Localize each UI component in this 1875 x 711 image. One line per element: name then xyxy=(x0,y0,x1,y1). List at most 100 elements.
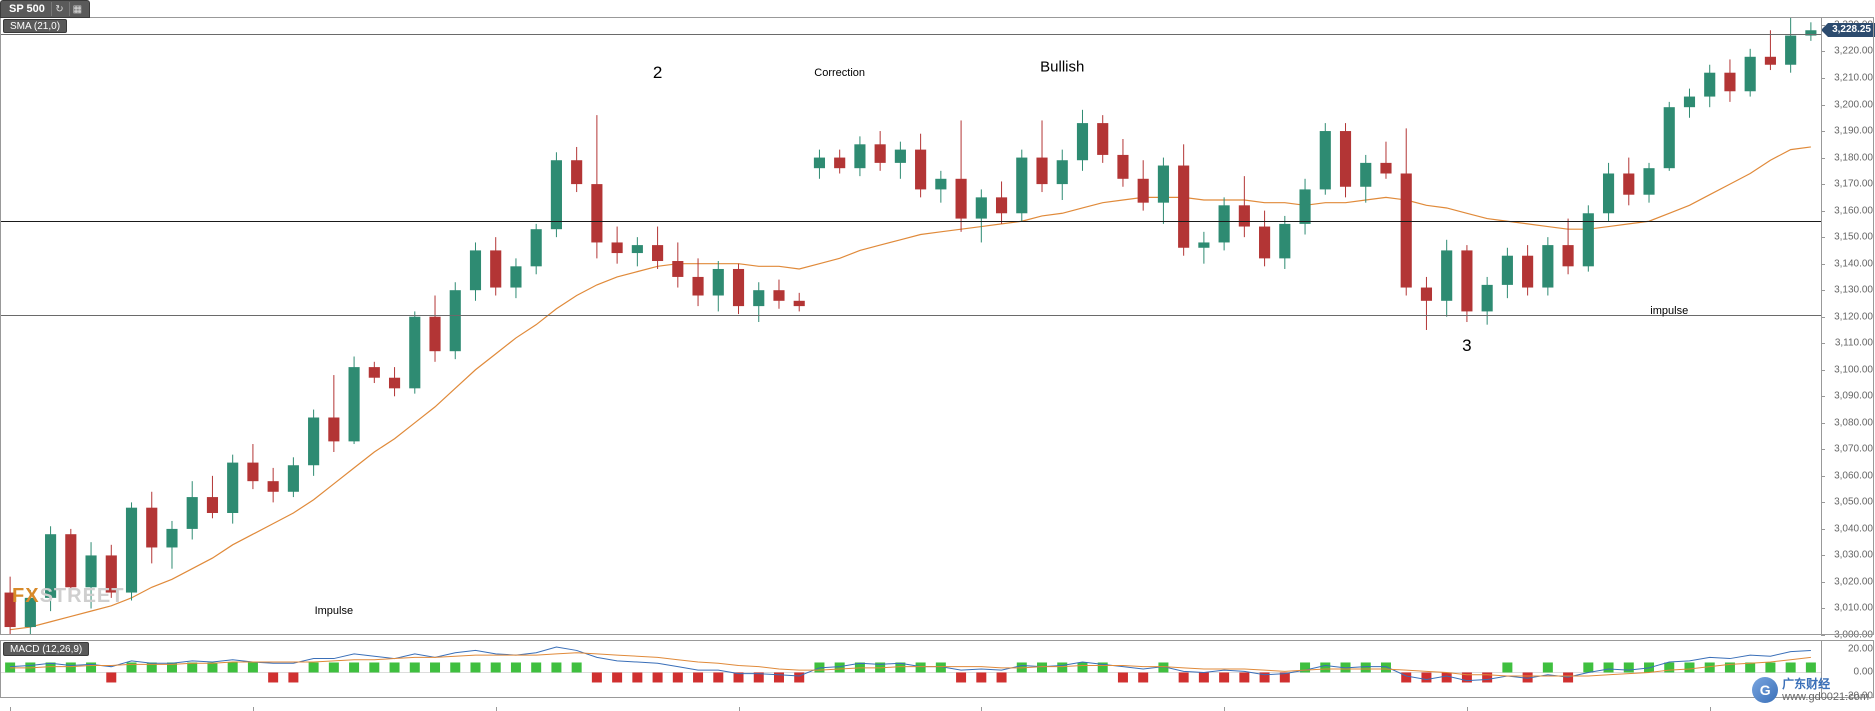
macd-hist-bar xyxy=(835,662,845,672)
candle xyxy=(632,237,643,266)
annotation-2: Bullish xyxy=(1040,59,1084,76)
candle xyxy=(956,120,967,231)
macd-hist-bar xyxy=(916,662,926,672)
price-axis-label: 3,080.00 xyxy=(1834,417,1873,428)
candle xyxy=(288,457,299,497)
horizontal-line-2[interactable] xyxy=(0,315,1821,316)
candle xyxy=(1643,163,1654,203)
macd-hist-bar xyxy=(693,672,703,682)
candle xyxy=(1259,211,1270,267)
price-axis-label: 3,140.00 xyxy=(1834,258,1873,269)
macd-hist-bar xyxy=(288,672,298,682)
price-axis-label: 3,060.00 xyxy=(1834,470,1873,481)
candle xyxy=(1178,144,1189,255)
macd-indicator-badge[interactable]: MACD (12,26,9) xyxy=(3,642,89,656)
macd-hist-bar xyxy=(329,662,339,672)
price-axis-label: 3,070.00 xyxy=(1834,444,1873,455)
source-logo-icon: G xyxy=(1752,677,1778,703)
candle xyxy=(531,224,542,274)
macd-hist-bar xyxy=(713,672,723,682)
price-axis-tick xyxy=(1821,635,1825,636)
macd-hist-bar xyxy=(268,672,278,682)
macd-hist-bar xyxy=(248,662,258,672)
candle xyxy=(1684,89,1695,118)
price-axis-label: 3,150.00 xyxy=(1834,232,1873,243)
candle xyxy=(1704,65,1715,107)
macd-axis-label: 20.00 xyxy=(1848,644,1873,655)
macd-hist-bar xyxy=(774,672,784,682)
candle xyxy=(1542,237,1553,295)
macd-hist-bar xyxy=(207,662,217,672)
candle xyxy=(470,242,481,300)
candle xyxy=(1563,219,1574,275)
candle xyxy=(1522,245,1533,295)
candle xyxy=(834,150,845,174)
macd-hist-bar xyxy=(1745,662,1755,672)
candle xyxy=(450,282,461,359)
macd-hist-bar xyxy=(1421,672,1431,682)
price-axis-label: 3,120.00 xyxy=(1834,311,1873,322)
price-axis-label: 3,110.00 xyxy=(1835,338,1873,349)
candle xyxy=(510,258,521,298)
macd-hist-bar xyxy=(1077,662,1087,672)
macd-hist-bar xyxy=(572,662,582,672)
candle xyxy=(1461,245,1472,322)
macd-hist-bar xyxy=(309,662,319,672)
candle xyxy=(733,264,744,314)
candle xyxy=(1603,163,1614,221)
annotation-4: impulse xyxy=(1650,305,1688,317)
candle xyxy=(875,131,886,171)
macd-hist-bar xyxy=(653,672,663,682)
price-axis-label: 3,040.00 xyxy=(1834,523,1873,534)
macd-hist-bar xyxy=(673,672,683,682)
candle xyxy=(672,242,683,287)
annotation-5: Impulse xyxy=(315,605,354,617)
candle xyxy=(1421,277,1432,330)
macd-hist-bar xyxy=(1502,662,1512,672)
macd-hist-bar xyxy=(1583,662,1593,672)
macd-hist-bar xyxy=(1765,662,1775,672)
macd-hist-bar xyxy=(430,662,440,672)
time-axis-tick xyxy=(1224,707,1225,711)
candle xyxy=(1745,49,1756,97)
candle xyxy=(996,181,1007,223)
macd-hist-bar xyxy=(1786,662,1796,672)
chart-toolbar: SP 500↻▦ xyxy=(0,0,90,18)
candle xyxy=(692,258,703,306)
candle xyxy=(1401,128,1412,295)
candle xyxy=(713,261,724,311)
macd-hist-bar xyxy=(511,662,521,672)
horizontal-line-1[interactable] xyxy=(0,221,1821,222)
candle xyxy=(187,481,198,539)
macd-hist-bar xyxy=(1179,672,1189,682)
annotation-3: 3 xyxy=(1462,336,1471,356)
candle xyxy=(1279,216,1290,269)
source-label: 广东财经www.gd0021.com xyxy=(1782,678,1869,703)
time-axis-tick xyxy=(1467,707,1468,711)
macd-hist-bar xyxy=(349,662,359,672)
macd-hist-bar xyxy=(1482,672,1492,682)
annotation-0: 2 xyxy=(653,63,662,83)
candle xyxy=(1057,150,1068,200)
macd-hist-bar xyxy=(1057,662,1067,672)
horizontal-line-0[interactable] xyxy=(0,34,1821,35)
price-axis-label: 3,190.00 xyxy=(1834,126,1873,137)
candle xyxy=(227,455,238,524)
price-axis-label: 3,090.00 xyxy=(1834,391,1873,402)
chart-style-icon[interactable]: ▦ xyxy=(69,2,85,16)
candle xyxy=(1724,59,1735,101)
macd-hist-bar xyxy=(1543,662,1553,672)
candle xyxy=(166,521,177,569)
time-axis-tick xyxy=(496,707,497,711)
yaxis-separator-main xyxy=(1821,17,1822,635)
candle xyxy=(1785,17,1796,73)
price-axis-label: 3,010.00 xyxy=(1834,603,1873,614)
refresh-icon[interactable]: ↻ xyxy=(51,2,67,16)
candle xyxy=(1036,120,1047,192)
macd-hist-bar xyxy=(1381,662,1391,672)
price-axis-label: 3,050.00 xyxy=(1834,497,1873,508)
candle xyxy=(1340,123,1351,197)
price-axis-label: 3,170.00 xyxy=(1834,179,1873,190)
sma-indicator-badge[interactable]: SMA (21,0) xyxy=(3,19,67,33)
macd-hist-bar xyxy=(1604,662,1614,672)
